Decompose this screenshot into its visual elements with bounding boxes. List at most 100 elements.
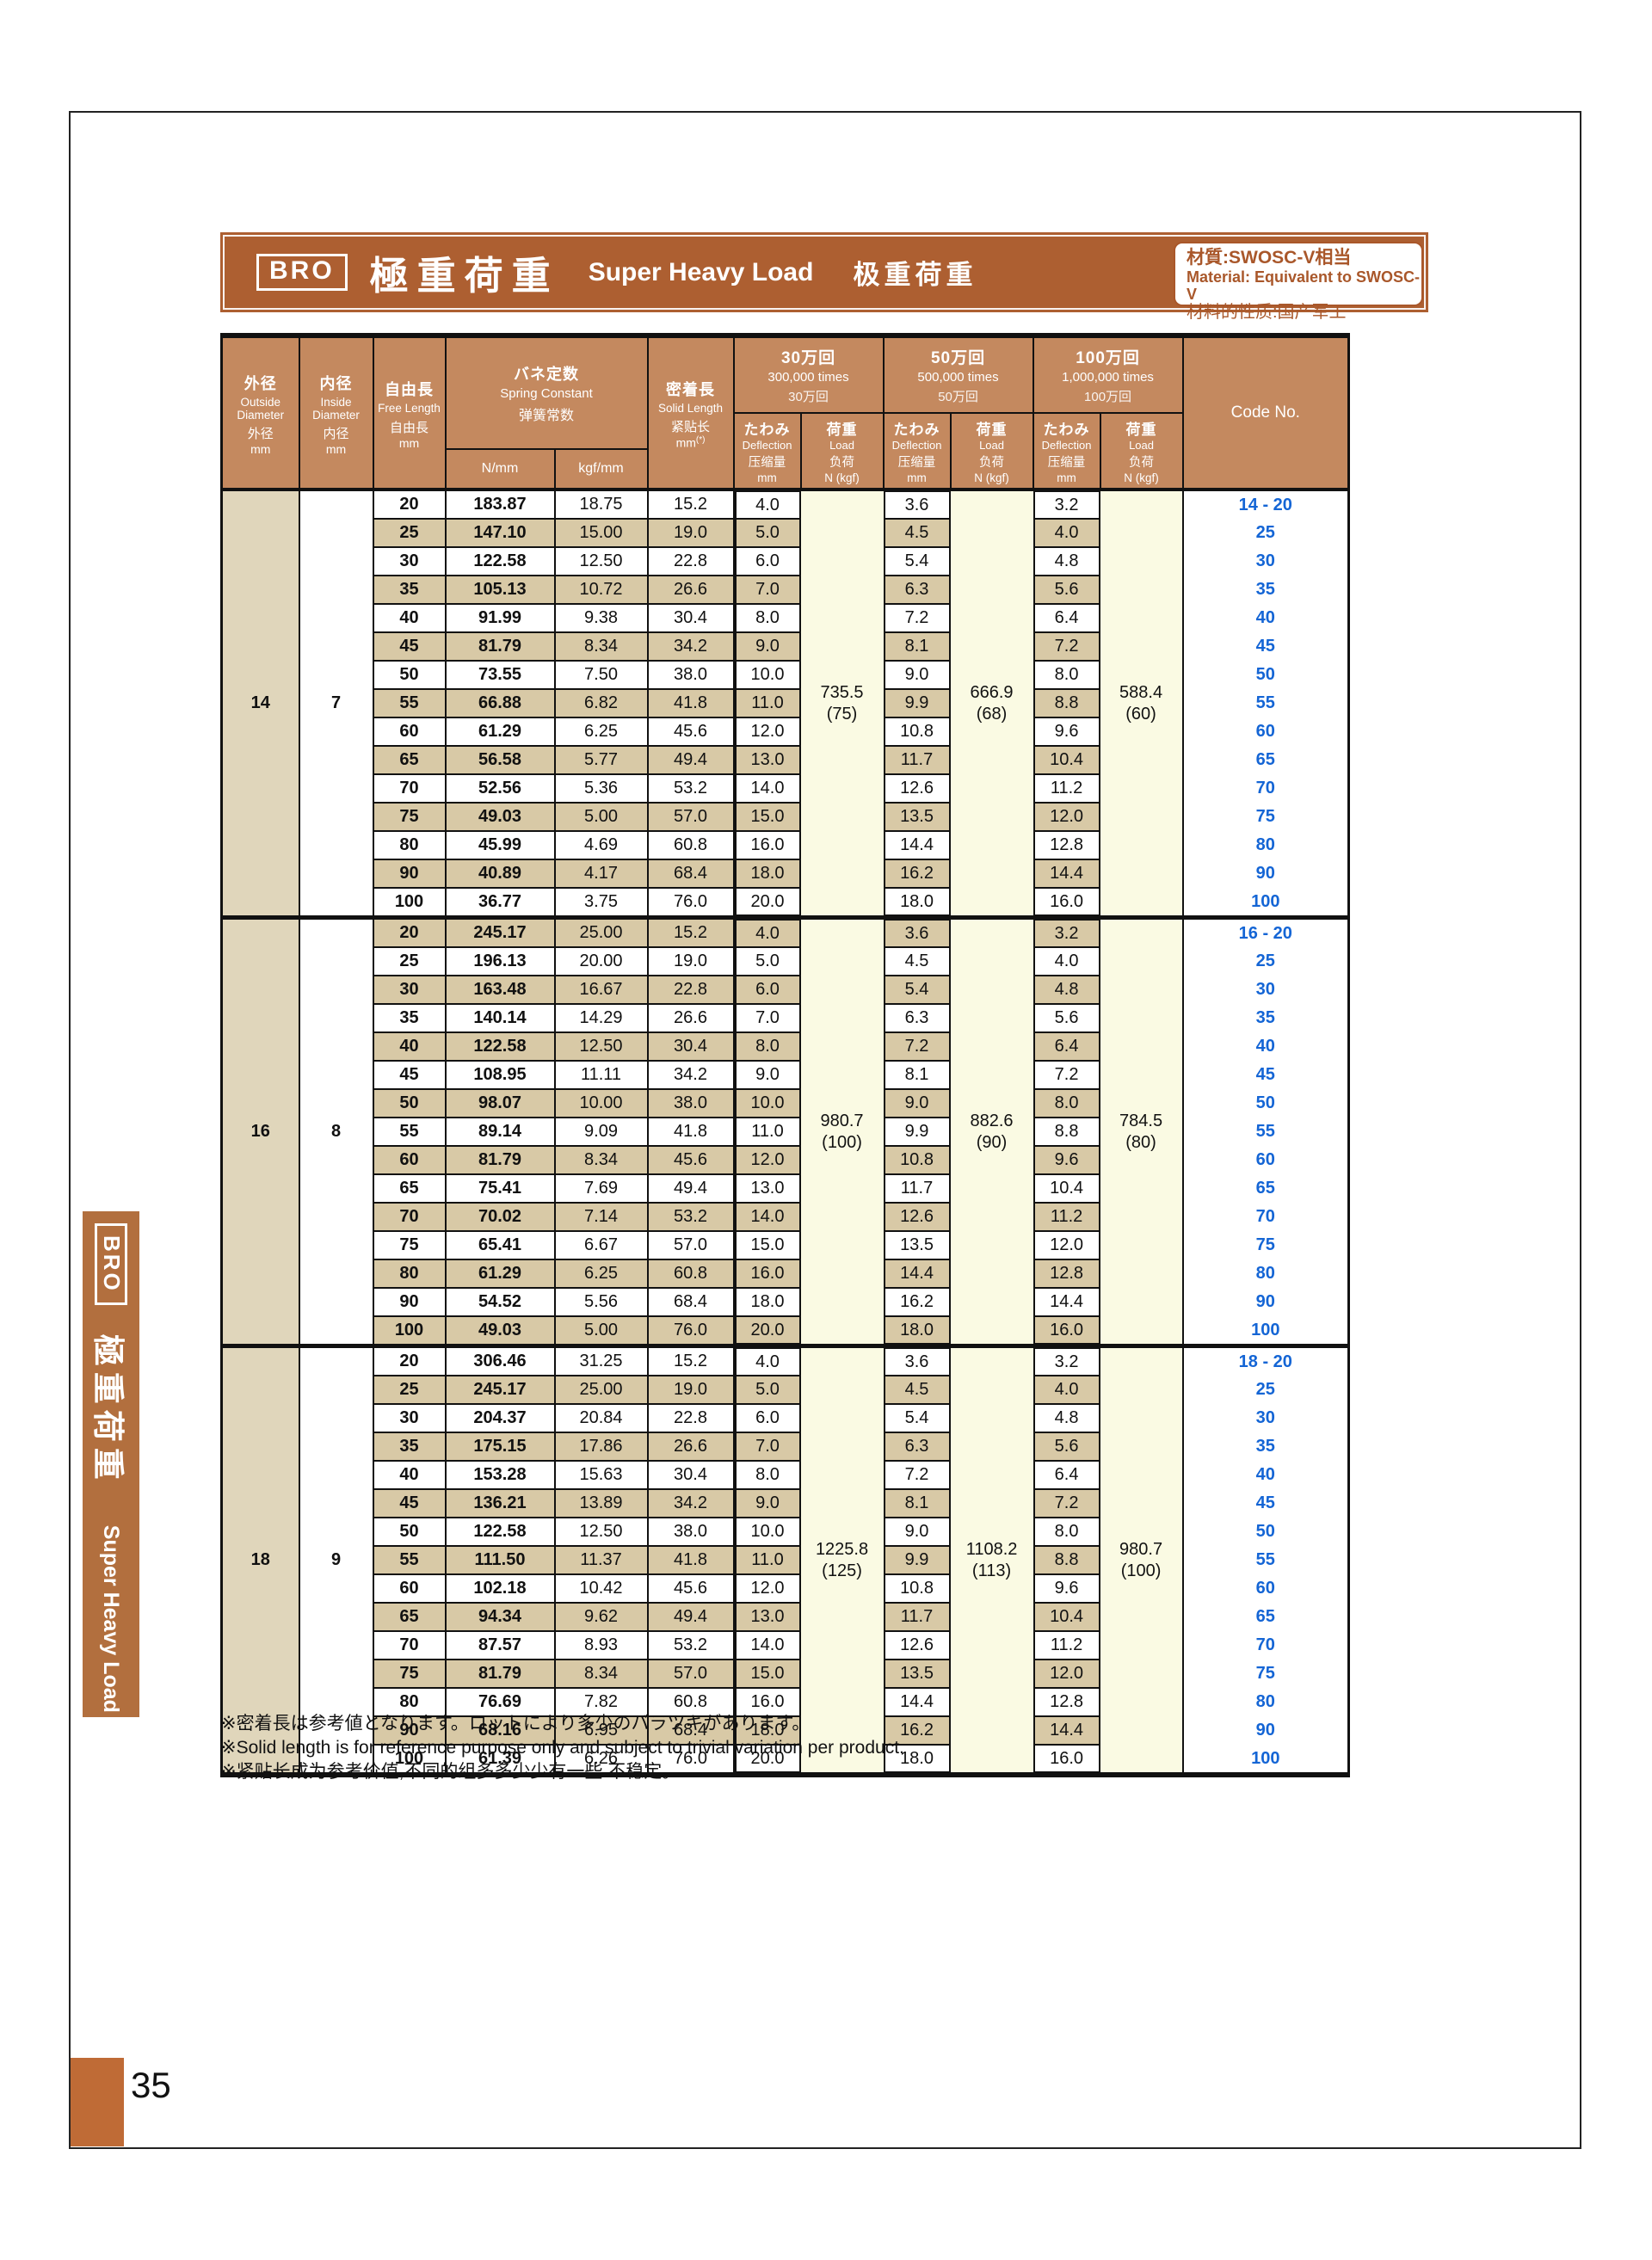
deflection-500k-cell: 18.0 [883,888,951,918]
code-no-cell: 65 [1181,1174,1349,1204]
solid-length-cell: 34.2 [646,1060,735,1091]
spring-constant-kgfmm-cell: 14.29 [553,1003,649,1034]
deflection-300k-cell: 18.0 [733,1716,801,1746]
header-label: 负荷 [979,456,1005,471]
table-row: 35 105.13 10.72 26.6 7.0 6.3 5.6 35 [222,575,1349,606]
code-no-cell: 90 [1181,1716,1349,1746]
code-no-cell: 100 [1181,1316,1349,1346]
col-header-load-300k: 荷重 Load 负荷 N (kgf) [799,411,885,491]
solid-length-cell: 53.2 [646,1630,735,1661]
table-row: 30 204.37 20.84 22.8 6.0 5.4 4.8 30 [222,1403,1349,1434]
deflection-1m-cell: 4.0 [1032,1376,1100,1405]
deflection-300k-cell: 18.0 [733,1288,801,1317]
spring-constant-nmm-cell: 65.41 [444,1230,556,1261]
solid-length-cell: 68.4 [646,859,735,890]
deflection-500k-cell: 13.5 [883,1231,951,1260]
deflection-1m-cell: 11.2 [1032,1631,1100,1660]
deflection-500k-cell: 9.9 [883,1546,951,1575]
header-label: 30万回 [788,390,829,405]
solid-length-cell: 30.4 [646,1460,735,1491]
table-row: 55 111.50 11.37 41.8 11.0 9.9 8.8 55 [222,1545,1349,1576]
free-length-cell: 60 [372,1145,447,1176]
spring-constant-nmm-cell: 245.17 [444,915,556,949]
deflection-500k-cell: 14.4 [883,831,951,860]
load-300k-cell: 980.7 (100) [800,915,884,1346]
deflection-1m-cell: 8.8 [1032,689,1100,718]
deflection-500k-cell: 11.7 [883,1603,951,1632]
solid-length-cell: 34.2 [646,1488,735,1519]
header-unit: mm [757,471,777,485]
side-tab-content: BRO 極重荷重 Super Heavy Load 极重荷重 [83,1211,139,1856]
deflection-500k-cell: 12.6 [883,1203,951,1232]
code-no-cell: 40 [1181,1032,1349,1062]
spring-constant-kgfmm-cell: 10.72 [553,575,649,606]
spring-constant-nmm-cell: 105.13 [444,575,556,606]
free-length-cell: 50 [372,1517,447,1548]
header-unit: N (kgf) [824,471,860,485]
spring-constant-kgfmm-cell: 3.75 [553,887,649,919]
table-row: 18 9 20 306.46 31.25 15.2 4.0 1225.8 (125) 3.6 110… [220,1344,1349,1776]
free-length-cell: 70 [372,773,447,804]
deflection-1m-cell: 4.8 [1032,976,1100,1005]
header-label: 内径 [323,427,349,442]
col-header-solid-length: 密着長 Solid Length 紧贴长 mm(*) [646,334,735,491]
spring-constant-kgfmm-cell: 20.00 [553,946,649,977]
free-length-cell: 35 [372,1432,447,1463]
free-length-cell: 40 [372,603,447,634]
deflection-500k-cell: 5.4 [883,1404,951,1433]
deflection-300k-cell: 11.0 [733,1546,801,1575]
spring-constant-kgfmm-cell: 7.50 [553,660,649,691]
deflection-500k-cell: 4.5 [883,947,951,976]
deflection-500k-cell: 12.6 [883,774,951,804]
solid-length-cell: 26.6 [646,575,735,606]
spring-constant-kgfmm-cell: 8.34 [553,1145,649,1176]
deflection-1m-cell: 5.6 [1032,1004,1100,1033]
col-header-deflection-1m: たわみ Deflection 压缩量 mm [1032,411,1101,491]
table-row: 14 7 20 183.87 18.75 15.2 4.0 735.5 (75) 3.6 666.9… [220,488,1349,918]
spring-constant-kgfmm-cell: 12.50 [553,1517,649,1548]
table-row: 45 81.79 8.34 34.2 9.0 8.1 7.2 45 [222,631,1349,662]
table-row: 70 70.02 7.14 53.2 14.0 12.6 11.2 70 [222,1202,1349,1233]
free-length-cell: 55 [372,1117,447,1148]
header-label: 荷重 [826,422,858,438]
deflection-300k-cell: 15.0 [733,803,801,832]
spring-constant-kgfmm-cell: 5.00 [553,1315,649,1347]
spring-constant-kgfmm-cell: 10.00 [553,1088,649,1119]
table-row: 40 153.28 15.63 30.4 8.0 7.2 6.4 40 [222,1460,1349,1491]
header-label: Inside Diameter [312,395,360,422]
deflection-500k-cell: 13.5 [883,1660,951,1689]
deflection-1m-cell: 6.4 [1032,1461,1100,1490]
deflection-1m-cell: 9.6 [1032,1574,1100,1604]
free-length-cell: 40 [372,1460,447,1491]
spring-constant-kgfmm-cell: 10.42 [553,1573,649,1604]
deflection-300k-cell: 14.0 [733,774,801,804]
spring-constant-nmm-cell: 36.77 [444,887,556,919]
spring-constant-nmm-cell: 49.03 [444,802,556,833]
deflection-500k-cell: 8.1 [883,1489,951,1518]
code-no-cell: 30 [1181,547,1349,576]
col-header-deflection-500k: たわみ Deflection 压缩量 mm [882,411,952,491]
deflection-300k-cell: 12.0 [733,1146,801,1175]
free-length-cell: 90 [372,1715,447,1746]
header-unit: mm [1057,471,1076,485]
spring-constant-kgfmm-cell: 6.26 [553,1744,649,1777]
spring-constant-nmm-cell: 81.79 [444,631,556,662]
page-number-block [71,2058,124,2146]
deflection-500k-cell: 11.7 [883,746,951,775]
spring-constant-kgfmm-cell: 7.69 [553,1173,649,1204]
deflection-500k-cell: 11.7 [883,1174,951,1204]
header-label: 密着長 [666,380,716,398]
deflection-1m-cell: 9.6 [1032,1146,1100,1175]
header-label: Solid Length [657,401,724,415]
free-length-cell: 35 [372,575,447,606]
spring-constant-nmm-cell: 81.79 [444,1659,556,1690]
deflection-500k-cell: 16.2 [883,859,951,889]
spring-constant-nmm-cell: 140.14 [444,1003,556,1034]
deflection-300k-cell: 20.0 [733,1745,801,1776]
table-row: 16 8 20 245.17 25.00 15.2 4.0 980.7 (100) 3.6 882.… [220,915,1349,1346]
code-no-cell: 70 [1181,1203,1349,1232]
deflection-500k-cell: 9.0 [883,1089,951,1118]
deflection-1m-cell: 6.4 [1032,604,1100,633]
footnote-en: ※Solid length is for reference purpose o… [221,1738,904,1758]
table-row: 30 122.58 12.50 22.8 6.0 5.4 4.8 30 [222,546,1349,577]
